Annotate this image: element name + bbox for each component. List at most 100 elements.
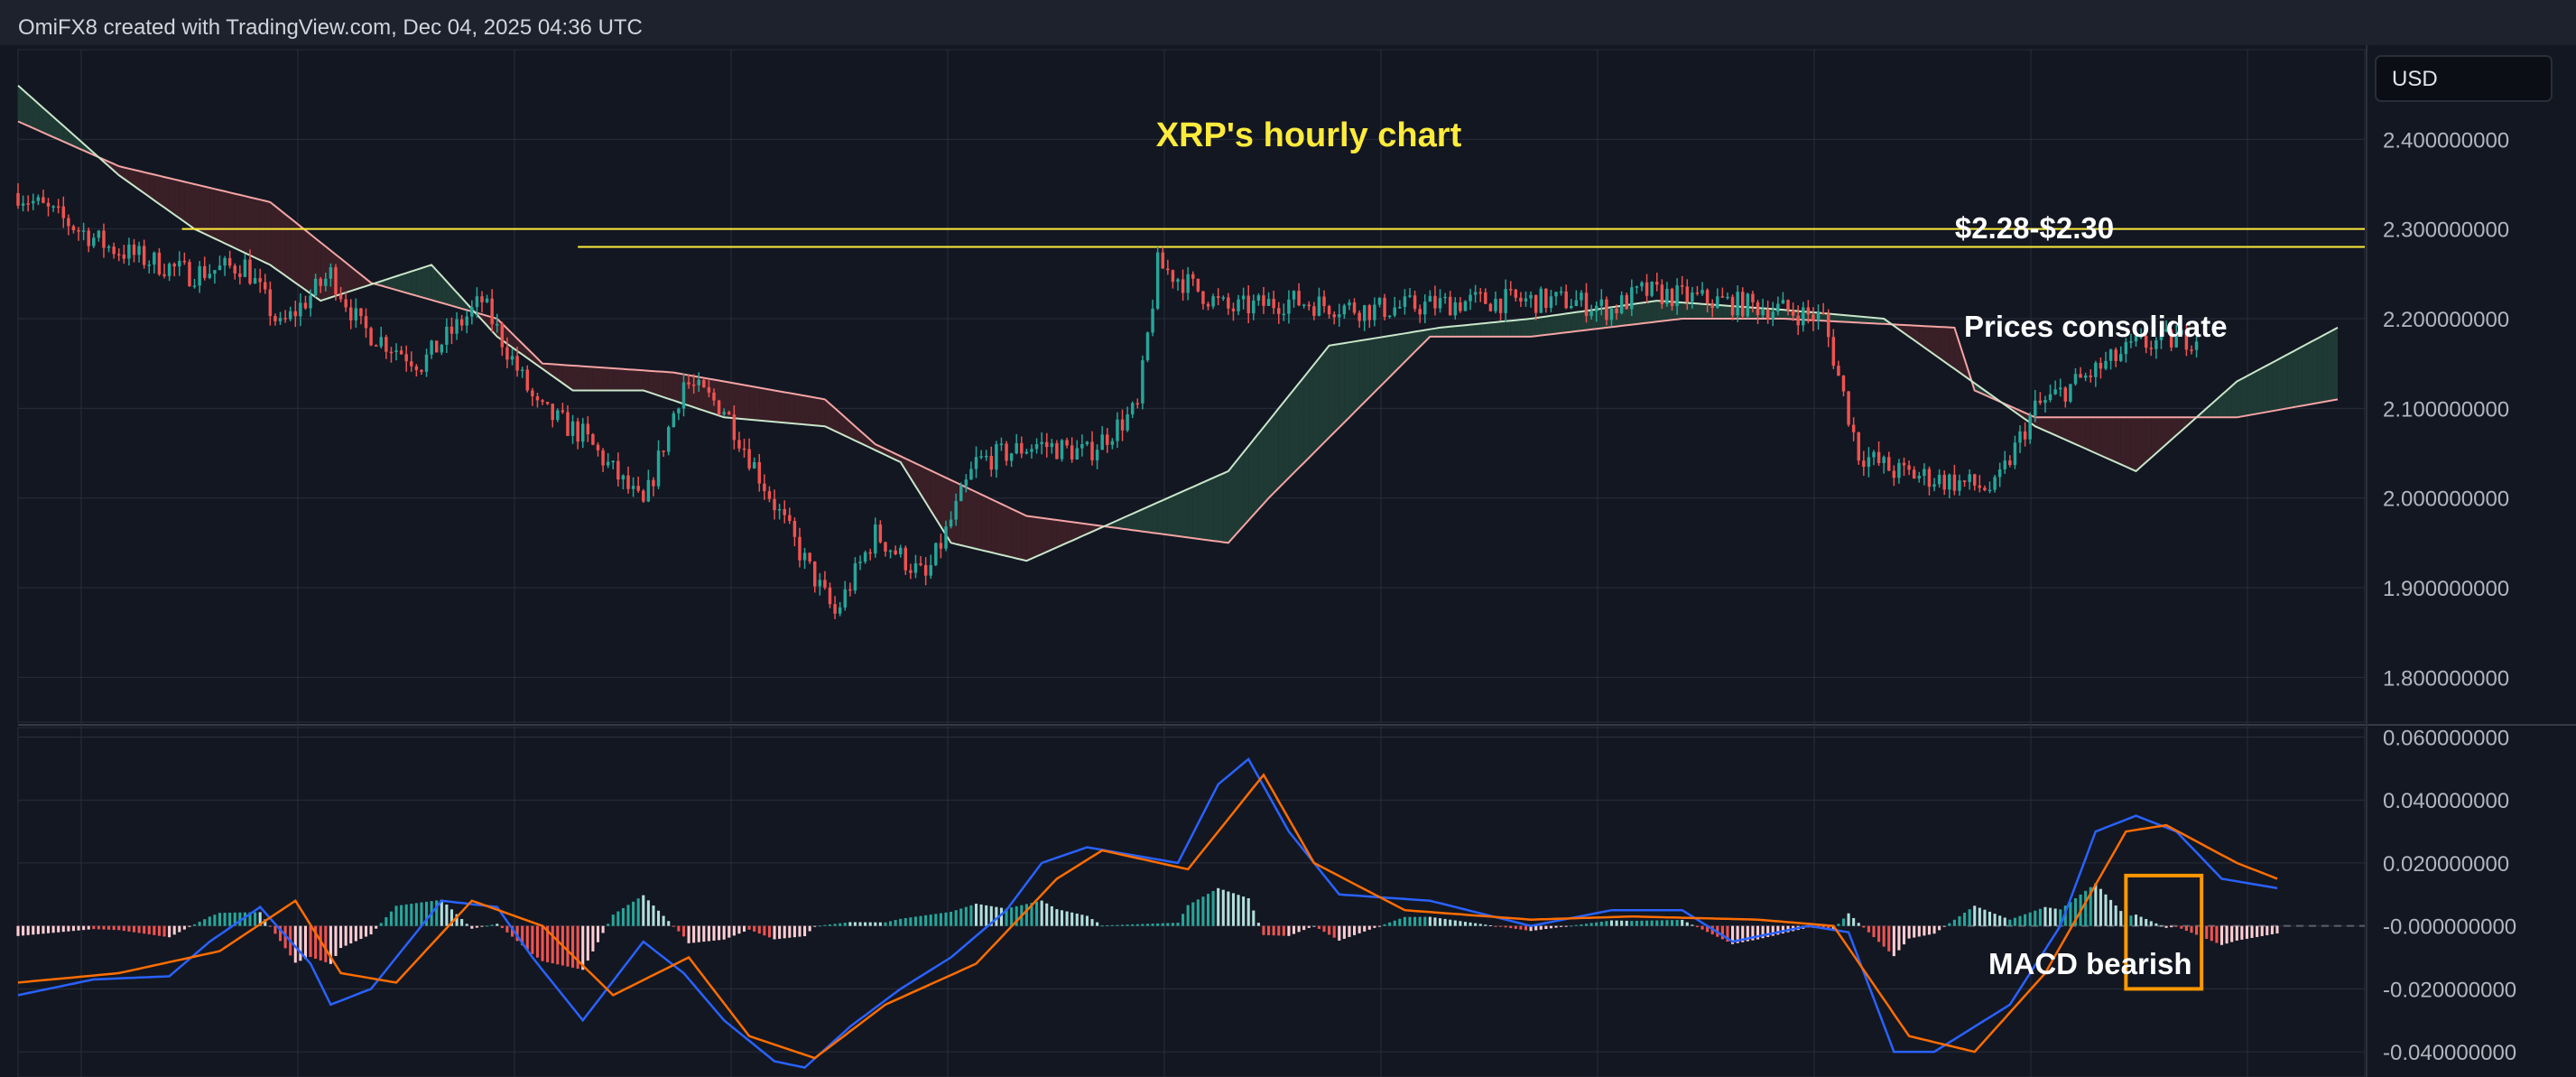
macd-histogram-bar — [1267, 925, 1271, 935]
candle-body — [1937, 474, 1941, 485]
macd-histogram-bar — [581, 925, 585, 970]
cloud-segment — [274, 206, 281, 273]
macd-pane[interactable] — [17, 727, 2366, 1077]
cloud-segment — [588, 367, 593, 391]
macd-histogram-bar — [2205, 925, 2209, 939]
macd-histogram-bar — [1171, 923, 1174, 926]
candle-body — [1635, 286, 1639, 288]
candle-body — [1266, 299, 1271, 306]
macd-histogram-bar — [1206, 894, 1210, 926]
candle-body — [414, 366, 419, 370]
candle-body — [1034, 443, 1039, 450]
cloud-segment — [426, 265, 432, 301]
macd-histogram-bar — [223, 913, 227, 926]
macd-histogram-bar — [122, 925, 125, 932]
candle-body — [2144, 336, 2148, 348]
cloud-segment — [346, 262, 351, 293]
macd-histogram-bar — [339, 925, 343, 949]
price-axis[interactable]: 2.400000000 2.300000000 2.200000000 2.10000… — [2383, 128, 2516, 1065]
macd-histogram-bar — [1186, 905, 1190, 926]
candle-body — [1338, 314, 1341, 318]
macd-histogram-bar — [2084, 890, 2088, 926]
currency-label[interactable]: USD — [2392, 67, 2438, 91]
macd-histogram-bar — [254, 912, 257, 926]
cloud-segment — [1959, 343, 1965, 376]
candle-body — [1902, 462, 1906, 466]
candle-body — [1599, 299, 1604, 306]
macd-histogram-bar — [178, 925, 181, 933]
macd-histogram-bar — [1645, 920, 1649, 926]
candle-body — [1377, 297, 1382, 305]
candle-body — [324, 278, 328, 286]
candle-body — [2013, 442, 2017, 466]
cloud-segment — [1324, 345, 1330, 443]
macd-histogram-bar — [1675, 920, 1679, 926]
macd-histogram-bar — [1024, 904, 1028, 926]
macd-histogram-bar — [1504, 925, 1507, 928]
candle-body — [2028, 415, 2032, 440]
candle-body — [354, 308, 358, 320]
candle-body — [853, 562, 857, 591]
macd-histogram-bar — [989, 905, 993, 926]
header-credit: OmiFX8 created with TradingView.com, Dec… — [18, 15, 643, 40]
macd-histogram-bar — [1549, 925, 1552, 929]
cloud-segment — [628, 369, 634, 391]
macd-histogram-bar — [1478, 924, 1482, 926]
currency-button[interactable]: USD — [2375, 55, 2553, 102]
cloud-segment — [1687, 302, 1692, 319]
macd-histogram-bar — [1121, 924, 1125, 926]
signal-line — [17, 773, 2278, 1060]
price-tick-label: 2.400000000 — [2383, 128, 2509, 153]
candle-body — [475, 296, 479, 308]
cloud-segment — [1303, 370, 1310, 463]
macd-histogram-bar — [1877, 925, 1881, 942]
candle-body — [646, 479, 651, 502]
macd-histogram-bar — [1383, 924, 1386, 926]
candle-body — [1362, 305, 1367, 321]
candle-body — [258, 278, 262, 283]
macd-histogram-bar — [687, 925, 690, 943]
macd-histogram-bar — [46, 925, 51, 933]
candle-body — [248, 259, 252, 284]
candle-body — [2018, 431, 2022, 443]
cloud-segment — [1410, 331, 1415, 357]
cloud-segment — [1898, 324, 1904, 333]
macd-histogram-bar — [950, 911, 953, 926]
cloud-segment — [552, 364, 558, 380]
candle-body — [919, 563, 922, 565]
macd-histogram-bar — [36, 925, 40, 934]
macd-histogram-bar — [1217, 887, 1220, 926]
cloud-segment — [2126, 417, 2131, 469]
cloud-segment — [2070, 417, 2076, 445]
cloud-segment — [1849, 315, 1854, 323]
cloud-segment — [2106, 417, 2111, 460]
macd-histogram-bar — [1353, 925, 1357, 935]
cloud-segment — [184, 181, 190, 226]
macd-histogram-bar — [757, 925, 761, 934]
cloud-segment — [340, 258, 347, 294]
cloud-segment — [1379, 336, 1385, 387]
candle-body — [440, 344, 444, 353]
candle-body — [264, 282, 267, 290]
candle-body — [1297, 291, 1301, 306]
candle-body — [944, 526, 948, 549]
macd-histogram-bar — [319, 925, 322, 961]
macd-histogram-bar — [632, 901, 635, 926]
cloud-segment — [1682, 302, 1688, 319]
candle-body — [172, 264, 176, 267]
candle-body — [1680, 285, 1684, 287]
macd-histogram-bar — [521, 925, 524, 946]
candle-body — [515, 356, 519, 371]
cloud-segment — [1077, 522, 1082, 539]
macd-histogram-bar — [1141, 924, 1144, 926]
candle-body — [1332, 314, 1336, 318]
macd-histogram-bar — [1363, 925, 1367, 932]
candle-body — [2038, 400, 2043, 404]
macd-histogram-bar — [792, 925, 796, 938]
cloud-segment — [2221, 390, 2228, 418]
macd-histogram-bar — [1938, 925, 1941, 931]
candle-body — [828, 587, 832, 605]
macd-histogram-bar — [652, 905, 655, 926]
macd-histogram-bar — [1297, 925, 1301, 933]
candle-body — [1927, 469, 1932, 487]
